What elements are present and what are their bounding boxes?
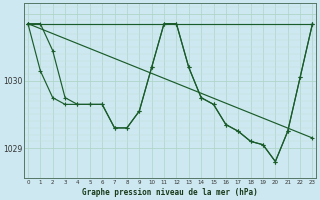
X-axis label: Graphe pression niveau de la mer (hPa): Graphe pression niveau de la mer (hPa) bbox=[82, 188, 258, 197]
